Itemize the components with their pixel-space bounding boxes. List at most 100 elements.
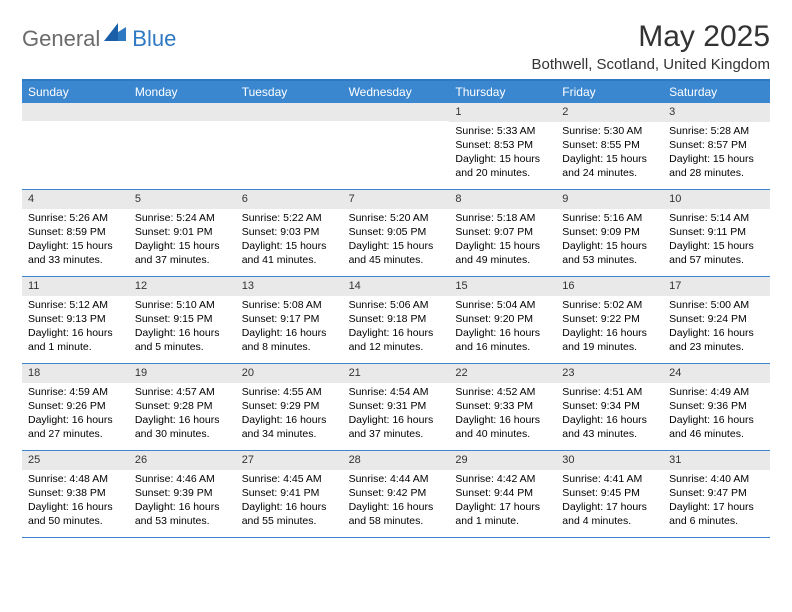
- day-number: 12: [129, 277, 236, 296]
- day-body: Sunrise: 5:08 AMSunset: 9:17 PMDaylight:…: [236, 296, 343, 359]
- day-number: 13: [236, 277, 343, 296]
- daylight-line: Daylight: 16 hours and 27 minutes.: [28, 413, 123, 441]
- sunrise-line: Sunrise: 5:00 AM: [669, 298, 764, 312]
- sunrise-line: Sunrise: 4:41 AM: [562, 472, 657, 486]
- sunset-line: Sunset: 9:17 PM: [242, 312, 337, 326]
- day-cell: 12Sunrise: 5:10 AMSunset: 9:15 PMDayligh…: [129, 277, 236, 363]
- day-cell: 2Sunrise: 5:30 AMSunset: 8:55 PMDaylight…: [556, 103, 663, 189]
- day-number: 28: [343, 451, 450, 470]
- day-number-empty: [343, 103, 450, 121]
- sunrise-line: Sunrise: 5:22 AM: [242, 211, 337, 225]
- day-number: 24: [663, 364, 770, 383]
- day-cell: 26 Sunrise: 4:46 AMSunset: 9:39 PMDayligh…: [129, 451, 236, 537]
- weekday-label: Wednesday: [343, 81, 450, 103]
- day-body: Sunrise: 4:59 AMSunset: 9:26 PMDaylight:…: [22, 383, 129, 446]
- daylight-line: Daylight: 16 hours and 30 minutes.: [135, 413, 230, 441]
- daylight-line: Daylight: 16 hours and 46 minutes.: [669, 413, 764, 441]
- sunset-line: Sunset: 9:11 PM: [669, 225, 764, 239]
- weekday-label: Tuesday: [236, 81, 343, 103]
- sunset-line: Sunset: 8:59 PM: [28, 225, 123, 239]
- day-body: Sunrise: 4:49 AMSunset: 9:36 PMDaylight:…: [663, 383, 770, 446]
- day-cell: 6Sunrise: 5:22 AMSunset: 9:03 PMDaylight…: [236, 190, 343, 276]
- sunrise-line: Sunrise: 4:45 AM: [242, 472, 337, 486]
- sunset-line: Sunset: 9:03 PM: [242, 225, 337, 239]
- day-cell: 31Sunrise: 4:40 AMSunset: 9:47 PMDayligh…: [663, 451, 770, 537]
- day-number: 16: [556, 277, 663, 296]
- day-number: 22: [449, 364, 556, 383]
- day-number: 1: [449, 103, 556, 122]
- day-cell: 9Sunrise: 5:16 AMSunset: 9:09 PMDaylight…: [556, 190, 663, 276]
- day-body: Sunrise: 4:42 AMSunset: 9:44 PMDaylight:…: [449, 470, 556, 533]
- daylight-line: Daylight: 17 hours and 6 minutes.: [669, 500, 764, 528]
- daylight-line: Daylight: 16 hours and 23 minutes.: [669, 326, 764, 354]
- sunrise-line: Sunrise: 4:59 AM: [28, 385, 123, 399]
- daylight-line: Daylight: 15 hours and 24 minutes.: [562, 152, 657, 180]
- daylight-line: Daylight: 15 hours and 53 minutes.: [562, 239, 657, 267]
- day-cell: [343, 103, 450, 189]
- day-body: Sunrise: 4:54 AMSunset: 9:31 PMDaylight:…: [343, 383, 450, 446]
- day-cell: 14Sunrise: 5:06 AMSunset: 9:18 PMDayligh…: [343, 277, 450, 363]
- daylight-line: Daylight: 15 hours and 57 minutes.: [669, 239, 764, 267]
- sunrise-line: Sunrise: 4:44 AM: [349, 472, 444, 486]
- sunrise-line: Sunrise: 5:18 AM: [455, 211, 550, 225]
- sunrise-line: Sunrise: 5:16 AM: [562, 211, 657, 225]
- sunset-line: Sunset: 9:39 PM: [135, 486, 230, 500]
- day-body: Sunrise: 4:48 AMSunset: 9:38 PMDaylight:…: [22, 470, 129, 533]
- sunrise-line: Sunrise: 4:42 AM: [455, 472, 550, 486]
- daylight-line: Daylight: 17 hours and 4 minutes.: [562, 500, 657, 528]
- sunset-line: Sunset: 9:13 PM: [28, 312, 123, 326]
- weekday-row: SundayMondayTuesdayWednesdayThursdayFrid…: [22, 81, 770, 103]
- sunset-line: Sunset: 9:33 PM: [455, 399, 550, 413]
- sunrise-line: Sunrise: 4:46 AM: [135, 472, 230, 486]
- day-cell: 20Sunrise: 4:55 AMSunset: 9:29 PMDayligh…: [236, 364, 343, 450]
- sunset-line: Sunset: 9:24 PM: [669, 312, 764, 326]
- day-number: 4: [22, 190, 129, 209]
- day-cell: 27Sunrise: 4:45 AMSunset: 9:41 PMDayligh…: [236, 451, 343, 537]
- sunset-line: Sunset: 9:26 PM: [28, 399, 123, 413]
- day-body: Sunrise: 5:16 AMSunset: 9:09 PMDaylight:…: [556, 209, 663, 272]
- day-body: Sunrise: 4:52 AMSunset: 9:33 PMDaylight:…: [449, 383, 556, 446]
- title-block: May 2025 Bothwell, Scotland, United King…: [532, 20, 770, 73]
- daylight-line: Daylight: 16 hours and 53 minutes.: [135, 500, 230, 528]
- day-cell: 29Sunrise: 4:42 AMSunset: 9:44 PMDayligh…: [449, 451, 556, 537]
- sunset-line: Sunset: 8:53 PM: [455, 138, 550, 152]
- calendar: SundayMondayTuesdayWednesdayThursdayFrid…: [22, 79, 770, 538]
- weekday-label: Saturday: [663, 81, 770, 103]
- sunset-line: Sunset: 8:55 PM: [562, 138, 657, 152]
- weekday-label: Sunday: [22, 81, 129, 103]
- week-row: 25Sunrise: 4:48 AMSunset: 9:38 PMDayligh…: [22, 451, 770, 538]
- day-number: 5: [129, 190, 236, 209]
- day-body: Sunrise: 5:20 AMSunset: 9:05 PMDaylight:…: [343, 209, 450, 272]
- day-number: 31: [663, 451, 770, 470]
- sunset-line: Sunset: 9:22 PM: [562, 312, 657, 326]
- day-cell: 8Sunrise: 5:18 AMSunset: 9:07 PMDaylight…: [449, 190, 556, 276]
- sunrise-line: Sunrise: 5:08 AM: [242, 298, 337, 312]
- day-body: Sunrise: 5:12 AMSunset: 9:13 PMDaylight:…: [22, 296, 129, 359]
- daylight-line: Daylight: 15 hours and 49 minutes.: [455, 239, 550, 267]
- daylight-line: Daylight: 16 hours and 43 minutes.: [562, 413, 657, 441]
- logo-mark-icon: [104, 23, 126, 46]
- day-body: Sunrise: 5:04 AMSunset: 9:20 PMDaylight:…: [449, 296, 556, 359]
- logo-text-blue: Blue: [132, 26, 176, 52]
- week-row: 18Sunrise: 4:59 AMSunset: 9:26 PMDayligh…: [22, 364, 770, 451]
- day-cell: 4Sunrise: 5:26 AMSunset: 8:59 PMDaylight…: [22, 190, 129, 276]
- day-number-empty: [236, 103, 343, 121]
- day-cell: 3Sunrise: 5:28 AMSunset: 8:57 PMDaylight…: [663, 103, 770, 189]
- day-cell: 25Sunrise: 4:48 AMSunset: 9:38 PMDayligh…: [22, 451, 129, 537]
- day-cell: [22, 103, 129, 189]
- sunrise-line: Sunrise: 5:28 AM: [669, 124, 764, 138]
- daylight-line: Daylight: 16 hours and 19 minutes.: [562, 326, 657, 354]
- sunset-line: Sunset: 9:29 PM: [242, 399, 337, 413]
- sunrise-line: Sunrise: 4:40 AM: [669, 472, 764, 486]
- day-cell: 24Sunrise: 4:49 AMSunset: 9:36 PMDayligh…: [663, 364, 770, 450]
- sunset-line: Sunset: 9:31 PM: [349, 399, 444, 413]
- daylight-line: Daylight: 16 hours and 12 minutes.: [349, 326, 444, 354]
- day-body: Sunrise: 4:44 AMSunset: 9:42 PMDaylight:…: [343, 470, 450, 533]
- day-body: Sunrise: 5:22 AMSunset: 9:03 PMDaylight:…: [236, 209, 343, 272]
- daylight-line: Daylight: 16 hours and 34 minutes.: [242, 413, 337, 441]
- daylight-line: Daylight: 15 hours and 45 minutes.: [349, 239, 444, 267]
- day-number: 26: [129, 451, 236, 470]
- day-number: 19: [129, 364, 236, 383]
- sunrise-line: Sunrise: 4:57 AM: [135, 385, 230, 399]
- daylight-line: Daylight: 16 hours and 5 minutes.: [135, 326, 230, 354]
